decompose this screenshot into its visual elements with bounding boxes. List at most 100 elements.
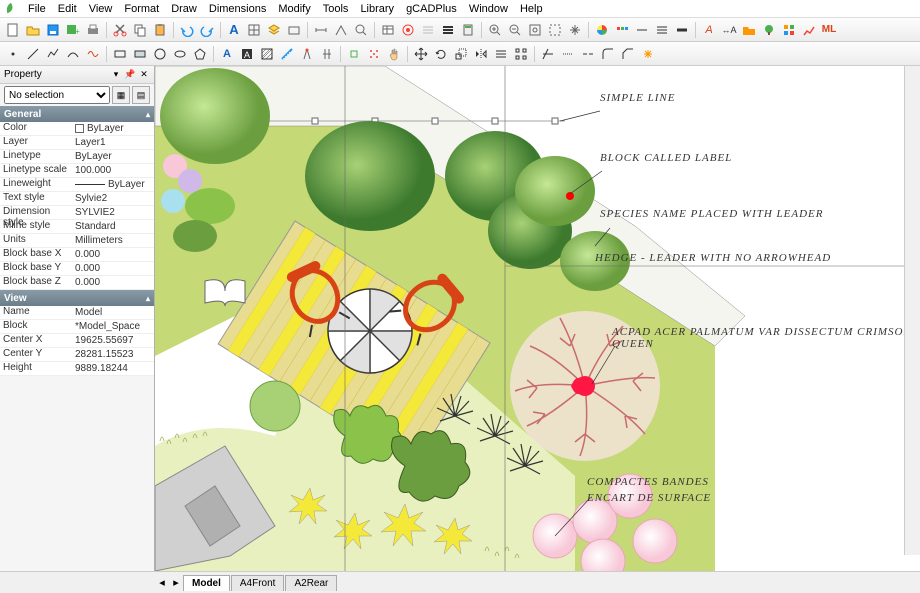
color-wheel-icon[interactable] <box>593 21 611 39</box>
menu-library[interactable]: Library <box>354 3 400 15</box>
menu-view[interactable]: View <box>83 3 119 15</box>
prop-block-base-z[interactable]: Block base Z0.000 <box>0 276 154 290</box>
menu-modify[interactable]: Modify <box>272 3 316 15</box>
prop-linetype-scale[interactable]: Linetype scale100.000 <box>0 164 154 178</box>
paste-icon[interactable] <box>151 21 169 39</box>
menu-tools[interactable]: Tools <box>317 3 355 15</box>
rotate-icon[interactable] <box>432 45 450 63</box>
box-icon[interactable] <box>285 21 303 39</box>
spline-icon[interactable] <box>84 45 102 63</box>
tab-model[interactable]: Model <box>183 575 230 591</box>
menu-format[interactable]: Format <box>118 3 165 15</box>
selection-pick-icon[interactable]: ▦ <box>112 86 130 104</box>
menu-dimensions[interactable]: Dimensions <box>203 3 272 15</box>
zoom-window-icon[interactable] <box>546 21 564 39</box>
dim-angle-icon[interactable] <box>332 21 350 39</box>
text-icon[interactable]: A <box>218 45 236 63</box>
text-a-icon[interactable]: A <box>225 21 243 39</box>
palette-icon[interactable] <box>613 21 631 39</box>
break-icon[interactable] <box>579 45 597 63</box>
save-plus-icon[interactable]: + <box>64 21 82 39</box>
prop-text-style[interactable]: Text styleSylvie2 <box>0 192 154 206</box>
arc-icon[interactable] <box>64 45 82 63</box>
prop-linetype[interactable]: LinetypeByLayer <box>0 150 154 164</box>
new-icon[interactable] <box>4 21 22 39</box>
menu-draw[interactable]: Draw <box>165 3 203 15</box>
tab-scroll-right-icon[interactable]: ▸ <box>169 576 183 589</box>
rect-icon[interactable] <box>111 45 129 63</box>
menu-window[interactable]: Window <box>463 3 514 15</box>
prop-block-base-x[interactable]: Block base X0.000 <box>0 248 154 262</box>
fillet-icon[interactable] <box>599 45 617 63</box>
scale-icon[interactable] <box>452 45 470 63</box>
array-icon[interactable] <box>512 45 530 63</box>
negative-icon[interactable]: A <box>238 45 256 63</box>
ml-icon[interactable]: ML <box>820 21 838 39</box>
undo-icon[interactable] <box>178 21 196 39</box>
trim-icon[interactable] <box>539 45 557 63</box>
compass-icon[interactable] <box>298 45 316 63</box>
tree2-icon[interactable] <box>760 21 778 39</box>
style-a-icon[interactable]: A <box>700 21 718 39</box>
weight3-icon[interactable] <box>673 21 691 39</box>
measure-icon[interactable] <box>278 45 296 63</box>
prop-center-x[interactable]: Center X19625.55697 <box>0 334 154 348</box>
tab-a2rear[interactable]: A2Rear <box>285 575 337 591</box>
calc-icon[interactable] <box>459 21 477 39</box>
drawing-canvas[interactable]: SIMPLE LINEBLOCK CALLED LABELSPECIES NAM… <box>155 66 920 571</box>
polyline-icon[interactable] <box>44 45 62 63</box>
section-general[interactable]: General▴ <box>0 106 154 122</box>
panel-pushpin-icon[interactable]: 📌 <box>124 69 136 81</box>
tab-a4front[interactable]: A4Front <box>231 575 285 591</box>
grid-icon[interactable] <box>245 21 263 39</box>
weight2-icon[interactable] <box>653 21 671 39</box>
zoom-out-icon[interactable] <box>506 21 524 39</box>
copy-icon[interactable] <box>131 21 149 39</box>
zoom-in-icon[interactable] <box>486 21 504 39</box>
chamfer-icon[interactable] <box>619 45 637 63</box>
prop-height[interactable]: Height9889.18244 <box>0 362 154 376</box>
prop-block-base-y[interactable]: Block base Y0.000 <box>0 262 154 276</box>
prop-units[interactable]: UnitsMillimeters <box>0 234 154 248</box>
weight1-icon[interactable] <box>633 21 651 39</box>
open-icon[interactable] <box>24 21 42 39</box>
table-icon[interactable] <box>379 21 397 39</box>
mirror-icon[interactable] <box>472 45 490 63</box>
selection-dropdown[interactable]: No selection <box>4 86 110 104</box>
point-icon[interactable] <box>4 45 22 63</box>
lines-white-icon[interactable] <box>419 21 437 39</box>
chart-icon[interactable] <box>800 21 818 39</box>
rect2-icon[interactable] <box>131 45 149 63</box>
move-icon[interactable] <box>412 45 430 63</box>
polygon-icon[interactable] <box>191 45 209 63</box>
search-icon[interactable] <box>352 21 370 39</box>
selection-filter-icon[interactable]: ▤ <box>132 86 150 104</box>
menu-file[interactable]: File <box>22 3 52 15</box>
panel-close-icon[interactable]: ✕ <box>138 69 150 81</box>
prop-layer[interactable]: LayerLayer1 <box>0 136 154 150</box>
divider-icon[interactable] <box>318 45 336 63</box>
hatch-icon[interactable] <box>258 45 276 63</box>
section-view[interactable]: View▴ <box>0 290 154 306</box>
line-icon[interactable] <box>24 45 42 63</box>
explode-icon[interactable] <box>639 45 657 63</box>
snap-icon[interactable] <box>345 45 363 63</box>
panel-pin-icon[interactable]: ▾ <box>110 69 122 81</box>
tab-scroll-left-icon[interactable]: ◂ <box>155 576 169 589</box>
offset-icon[interactable] <box>492 45 510 63</box>
dim-line-icon[interactable] <box>312 21 330 39</box>
circle-icon[interactable] <box>151 45 169 63</box>
target-icon[interactable] <box>399 21 417 39</box>
pattern-icon[interactable] <box>365 45 383 63</box>
ellipse-icon[interactable] <box>171 45 189 63</box>
prop-center-y[interactable]: Center Y28281.15523 <box>0 348 154 362</box>
extend-icon[interactable] <box>559 45 577 63</box>
style-a2-icon[interactable]: ↔A <box>720 21 738 39</box>
prop-mline-style[interactable]: Mline styleStandard <box>0 220 154 234</box>
prop-name[interactable]: NameModel <box>0 306 154 320</box>
menu-edit[interactable]: Edit <box>52 3 83 15</box>
layers-icon[interactable] <box>265 21 283 39</box>
menu-gcadplus[interactable]: gCADPlus <box>400 3 463 15</box>
prop-block[interactable]: Block*Model_Space <box>0 320 154 334</box>
prop-color[interactable]: ColorByLayer <box>0 122 154 136</box>
